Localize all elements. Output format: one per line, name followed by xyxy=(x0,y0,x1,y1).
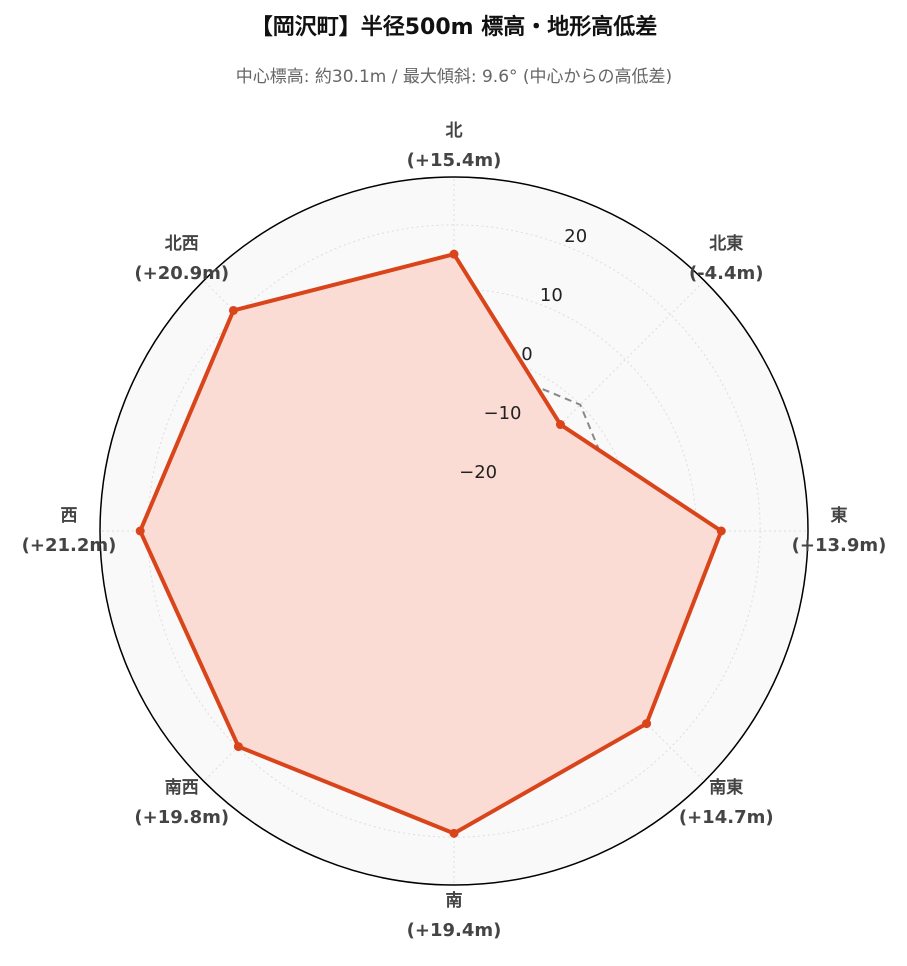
value-label: (-4.4m) xyxy=(689,263,764,284)
category-label: 南東 xyxy=(709,777,743,798)
chart-subtitle: 中心標高: 約30.1m / 最大傾斜: 9.6° (中心からの高低差) xyxy=(236,67,672,87)
value-label: (+20.9m) xyxy=(134,263,229,284)
category-label: 南西 xyxy=(165,777,199,798)
radial-tick-label: 0 xyxy=(521,344,532,365)
outer-ring xyxy=(99,176,809,886)
category-label: 東 xyxy=(831,505,848,526)
data-point xyxy=(555,420,565,430)
radial-tick-label: −20 xyxy=(459,462,497,483)
value-label: (+15.4m) xyxy=(407,150,502,171)
radial-tick-label: 10 xyxy=(540,285,563,306)
data-point xyxy=(233,742,243,752)
category-label: 西 xyxy=(61,506,78,526)
value-label: (+21.2m) xyxy=(22,535,117,556)
data-point xyxy=(716,526,726,536)
radial-tick-label: 20 xyxy=(564,226,587,247)
value-label: (+14.7m) xyxy=(679,807,774,828)
data-point xyxy=(135,526,145,536)
category-label: 北東 xyxy=(709,233,743,254)
category-label: 北 xyxy=(446,121,463,141)
radial-tick-label: −10 xyxy=(484,403,522,424)
chart-title: 【岡沢町】半径500m 標高・地形高低差 xyxy=(251,14,658,40)
value-label: (+19.8m) xyxy=(134,807,229,828)
value-label: (+19.4m) xyxy=(407,920,502,941)
data-point xyxy=(449,249,459,259)
category-label: 北西 xyxy=(165,234,199,254)
data-point xyxy=(449,828,459,838)
spoke xyxy=(453,280,705,532)
category-label: 南 xyxy=(446,890,463,911)
data-point xyxy=(228,305,238,315)
data-point xyxy=(642,719,652,729)
value-label: (+13.9m) xyxy=(792,535,887,556)
